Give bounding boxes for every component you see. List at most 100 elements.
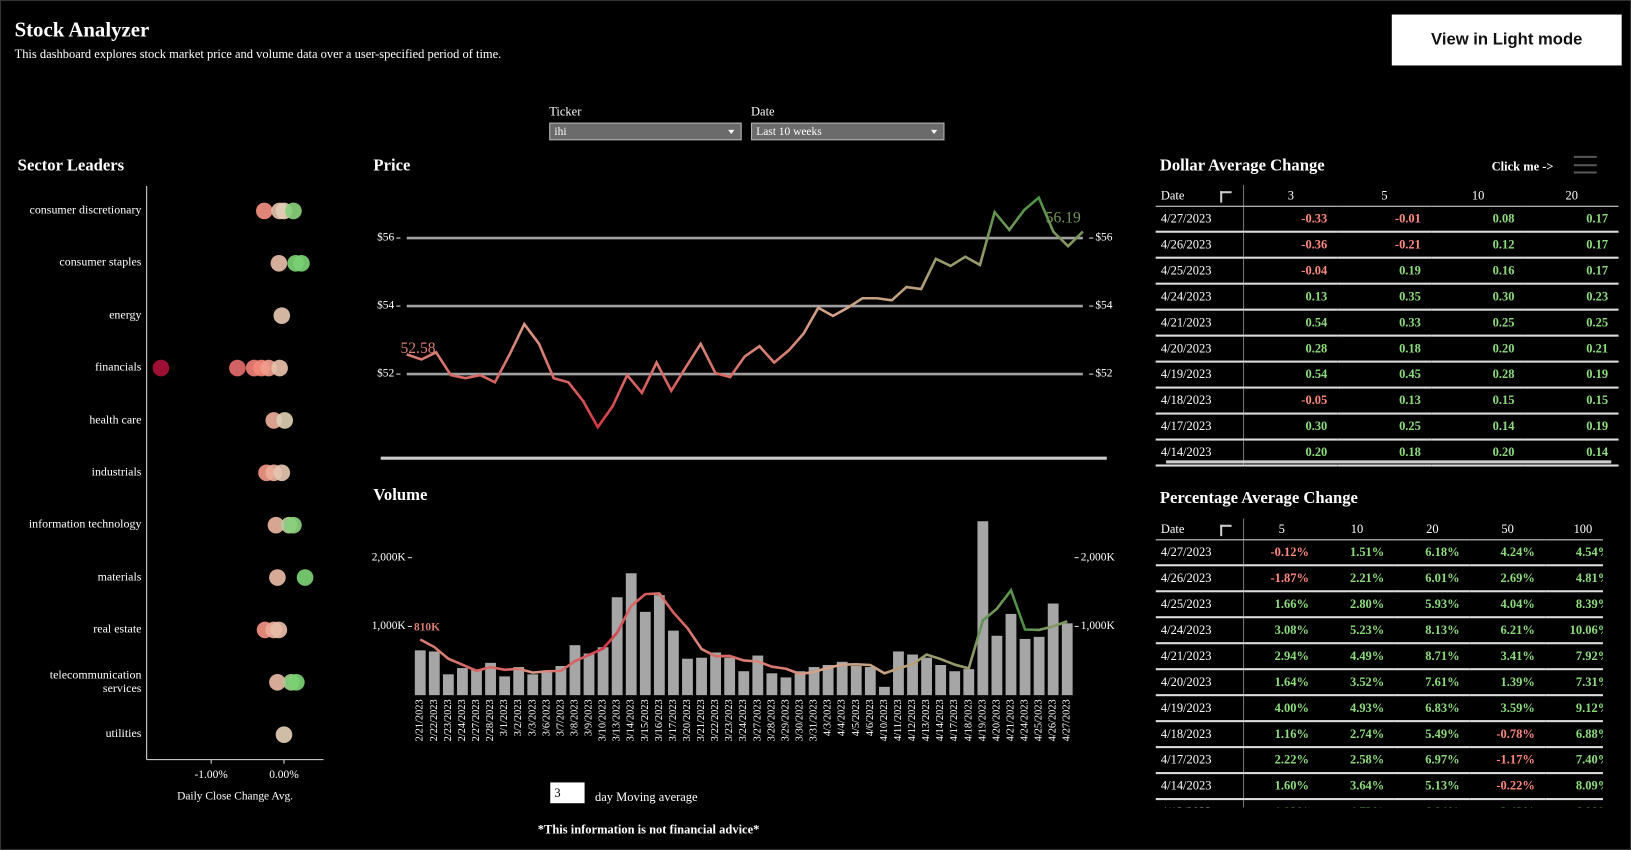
table-row: 4/26/2023 -0.36 -0.21 0.12 0.17 — [1155, 231, 1619, 259]
x-tick-label: 4/12/2023 — [907, 699, 918, 741]
value-cell: -0.36 — [1243, 231, 1338, 259]
volume-bar — [907, 654, 918, 696]
value-cell: 2.69% — [1469, 565, 1546, 593]
separator — [1166, 460, 1612, 464]
volume-bar — [541, 672, 553, 696]
value-cell: -1.87% — [1243, 565, 1320, 593]
table-row: 4/26/2023-1.87%2.21%6.01%2.69%4.81% — [1155, 565, 1603, 593]
light-mode-button[interactable]: View in Light mode — [1391, 14, 1622, 66]
value-cell: -0.04 — [1243, 257, 1338, 285]
x-tick-label: 3/6/2023 — [541, 699, 552, 736]
value-cell: 6.18% — [1394, 539, 1470, 567]
volume-bar — [583, 653, 595, 696]
volume-bar — [935, 664, 947, 696]
sector-label: telecommunication services — [49, 668, 142, 695]
date-cell: 4/21/2023 — [1155, 309, 1245, 337]
page-title: Stock Analyzer — [14, 18, 150, 42]
click-me-link[interactable]: Click me -> — [1491, 158, 1554, 174]
column-label: 20 — [1565, 187, 1578, 203]
value-cell: 0.17 — [1524, 231, 1619, 259]
x-tick-label: 2/27/2023 — [471, 699, 482, 741]
value-cell: -0.21 — [1337, 231, 1432, 259]
header-row: Date 3 5 10 20 — [1155, 184, 1619, 207]
moving-average-input[interactable]: 3 — [550, 782, 585, 804]
volume-bar — [822, 664, 834, 696]
date-select[interactable]: Last 10 weeks — [751, 122, 945, 141]
ticker-label: Ticker — [549, 103, 582, 119]
table-row: 4/18/2023 -0.05 0.13 0.15 0.15 — [1155, 387, 1619, 415]
percent-table-wrap: Date 5 10 20 50 100 4/27/2023 -0.12% 1.51% 6.18% 4… — [1155, 518, 1603, 808]
value-cell: 1.16% — [1243, 721, 1320, 749]
menu-icon[interactable] — [1573, 155, 1597, 174]
x-tick-label: 3/8/2023 — [569, 699, 580, 736]
moving-average-label: day Moving average — [594, 789, 698, 805]
price-label: 52.58 — [400, 340, 435, 357]
value-cell: -0.78% — [1469, 721, 1546, 749]
page-subtitle: This dashboard explores stock market pri… — [14, 46, 502, 62]
date-cell: 4/24/2023 — [1155, 283, 1245, 311]
value-cell: 0.19 — [1524, 413, 1619, 441]
x-tick-label: 3/31/2023 — [809, 699, 820, 741]
table-row: 4/21/2023 0.54 0.33 0.25 0.25 — [1155, 309, 1619, 337]
volume-bar — [780, 677, 792, 696]
value-cell: 1.66% — [1243, 591, 1320, 619]
price-title: Price — [373, 156, 411, 175]
value-cell: -1.17% — [1469, 747, 1546, 775]
column-label: 50 — [1501, 521, 1514, 536]
column-label: 10 — [1471, 187, 1485, 203]
value-cell: 2.74% — [1319, 721, 1395, 749]
table-row: 4/19/2023 0.54 0.45 0.28 0.19 — [1155, 361, 1619, 389]
price-line — [406, 195, 1084, 430]
volume-bar — [850, 666, 862, 696]
ticker-select[interactable]: ihi — [549, 122, 742, 141]
value-cell: 6.98% — [1545, 799, 1603, 808]
date-cell: 4/14/2023 — [1155, 773, 1245, 801]
value-cell: 0.12 — [1431, 231, 1525, 259]
column-header: 100 — [1545, 518, 1603, 541]
sector-dot — [255, 202, 273, 220]
column-label: 5 — [1381, 187, 1388, 203]
y-tick-label-right: $54 — [1095, 299, 1112, 312]
price-label: 56.19 — [1046, 210, 1081, 227]
column-header: Date — [1155, 184, 1245, 207]
table-row: 4/20/2023 0.28 0.18 0.20 0.21 — [1155, 335, 1619, 363]
volume-bar — [724, 657, 736, 696]
column-header: 50 — [1469, 518, 1546, 541]
sector-dot — [267, 516, 285, 534]
value-cell: 1.51% — [1319, 539, 1395, 567]
x-tick-label: 4/3/2023 — [823, 699, 834, 736]
sort-icon[interactable] — [1220, 190, 1232, 203]
value-cell: 2.22% — [1243, 747, 1320, 775]
sort-icon[interactable] — [1220, 524, 1232, 536]
volume-bar — [682, 658, 693, 696]
volume-bar — [893, 651, 904, 696]
volume-bar — [471, 670, 482, 696]
x-tick-label: -1.00% — [194, 769, 228, 781]
y-tick-label-right: 1,000K — [1081, 620, 1116, 632]
sector-label: industrials — [91, 466, 142, 479]
table-row: 4/27/2023-0.12%1.51%6.18%4.24%4.54% — [1155, 539, 1603, 567]
volume-bar — [836, 661, 848, 696]
disclaimer: *This information is not financial advic… — [537, 821, 760, 837]
x-tick-label: 2/28/2023 — [485, 699, 496, 741]
sector-title: Sector Leaders — [17, 156, 125, 175]
x-tick-label: 3/3/2023 — [527, 699, 538, 736]
sector-label: materials — [97, 570, 142, 584]
table-body: 4/27/2023 -0.33 -0.01 0.08 0.17 4/26/2023 -0.3… — [1155, 206, 1619, 467]
y-tick-label-right: $52 — [1095, 367, 1112, 380]
x-tick-label: 3/1/2023 — [499, 699, 510, 736]
date-cell: 4/26/2023 — [1155, 231, 1245, 259]
dollar-table-wrap: Date 3 5 10 20 4/27/2023 -0.33 -0.01 0.08 0.17 4/2… — [1155, 184, 1619, 467]
x-tick-label: 3/22/2023 — [710, 699, 721, 741]
moving-average-line — [419, 587, 1068, 676]
value-cell: 2.21% — [1319, 565, 1395, 593]
value-cell: 5.23% — [1319, 617, 1395, 645]
volume-title: Volume — [373, 486, 428, 504]
value-cell: 6.01% — [1394, 565, 1470, 593]
volume-bar — [1033, 636, 1045, 696]
